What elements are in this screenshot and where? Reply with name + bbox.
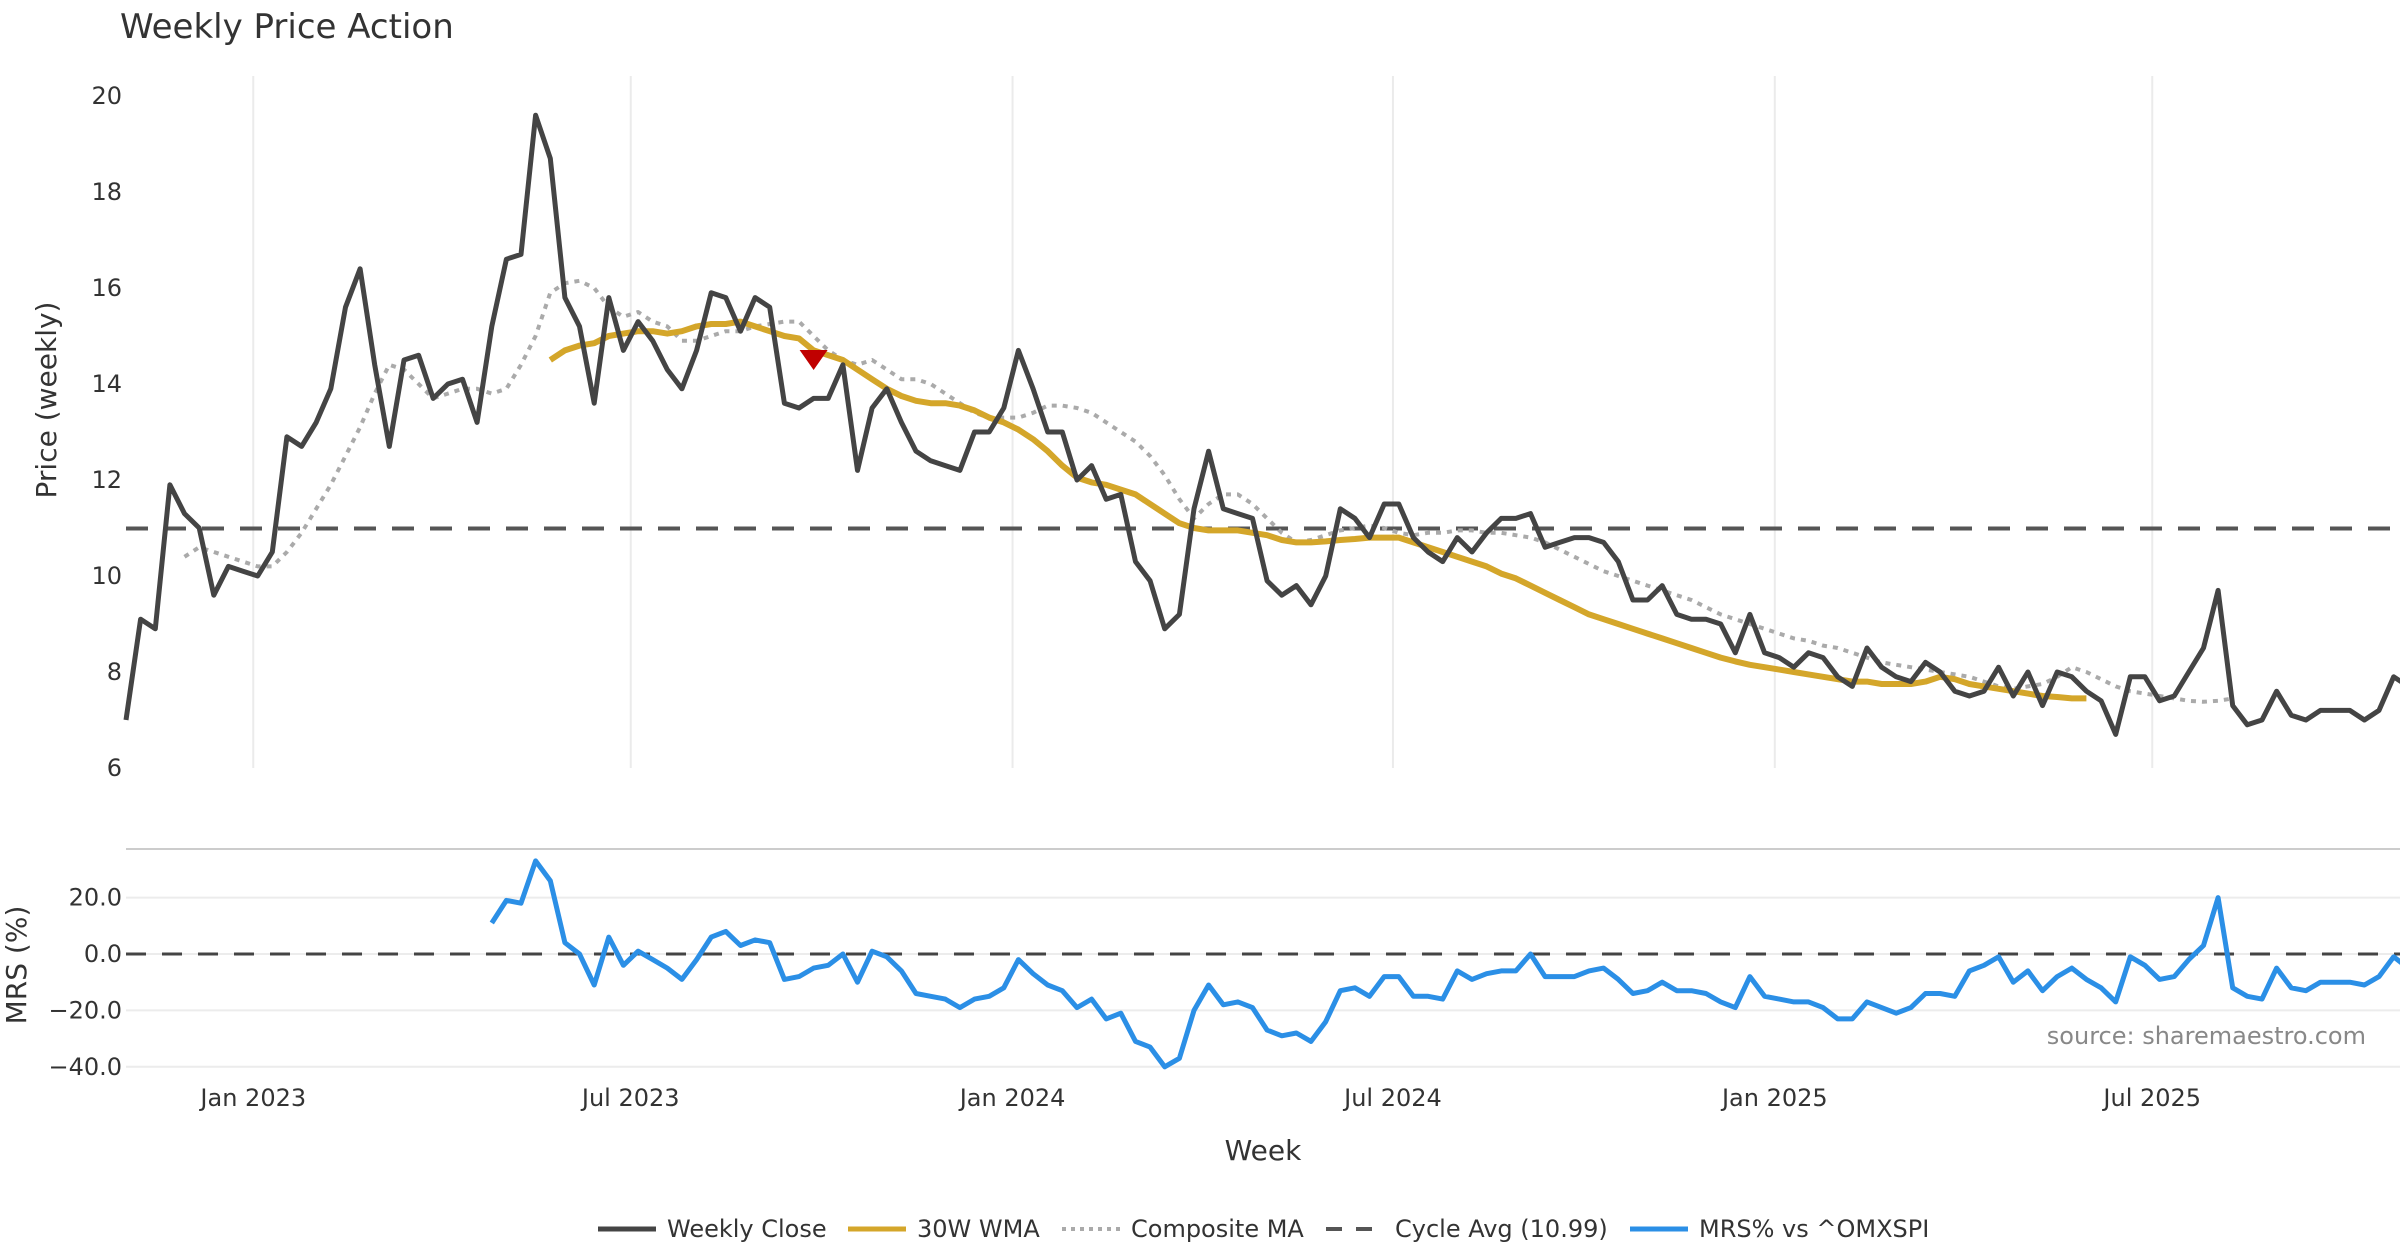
price-y-tick-label-16: 16	[91, 274, 122, 302]
legend-item-mrs[interactable]: MRS% vs ^OMXSPI	[1630, 1215, 1929, 1243]
legend-item-weekly-close[interactable]: Weekly Close	[598, 1215, 827, 1243]
price-y-tick-label-18: 18	[91, 178, 122, 206]
legend-item-30w-wma[interactable]: 30W WMA	[848, 1215, 1040, 1243]
price-y-tick-label-6: 6	[107, 754, 122, 782]
legend-label-weekly-close: Weekly Close	[667, 1215, 827, 1243]
legend: Weekly Close 30W WMA Composite MA Cycle …	[598, 1215, 1929, 1243]
legend-label-30w-wma: 30W WMA	[917, 1215, 1040, 1243]
mrs-y-tick-label--20: −20.0	[48, 996, 122, 1024]
series-line-weekly-close	[123, 112, 2400, 737]
x-tick-label-jul-2023: Jul 2023	[580, 1084, 680, 1112]
legend-label-composite-ma: Composite MA	[1131, 1215, 1304, 1243]
mrs-y-ticks: −40.0 −20.0 0.0 20.0	[48, 884, 122, 1081]
price-y-ticks: 6 8 10 12 14 16 18 20	[91, 82, 122, 782]
x-tick-label-jul-2024: Jul 2024	[1342, 1084, 1442, 1112]
price-series	[123, 112, 2400, 737]
mrs-y-tick-label--40: −40.0	[48, 1053, 122, 1081]
price-y-tick-label-10: 10	[91, 562, 122, 590]
mrs-series	[489, 858, 2400, 1070]
series-line-mrs	[489, 858, 2400, 1070]
legend-item-composite-ma[interactable]: Composite MA	[1062, 1215, 1304, 1243]
price-gridlines	[252, 76, 2154, 768]
legend-label-cycle-avg: Cycle Avg (10.99)	[1395, 1215, 1608, 1243]
mrs-y-tick-label-20: 20.0	[69, 884, 122, 912]
x-axis-label: Week	[1225, 1134, 1302, 1167]
x-tick-label-jul-2025: Jul 2025	[2101, 1084, 2201, 1112]
x-tick-label-jan-2024: Jan 2024	[958, 1084, 1066, 1112]
mrs-y-tick-label-0: 0.0	[84, 940, 122, 968]
price-y-tick-label-12: 12	[91, 466, 122, 494]
series-line-30w-wma	[548, 318, 2087, 702]
price-y-axis-label: Price (weekly)	[30, 302, 63, 499]
series-line-composite-ma	[183, 278, 2234, 704]
legend-item-cycle-avg[interactable]: Cycle Avg (10.99)	[1326, 1215, 1608, 1243]
price-y-tick-label-8: 8	[107, 658, 122, 686]
sell-signal-marker	[799, 350, 828, 370]
price-y-tick-label-20: 20	[91, 82, 122, 110]
chart-title: Weekly Price Action	[120, 7, 454, 47]
x-tick-label-jan-2023: Jan 2023	[198, 1084, 306, 1112]
mrs-gridlines	[126, 896, 2400, 1068]
price-y-tick-label-14: 14	[91, 370, 122, 398]
x-tick-label-jan-2025: Jan 2025	[1720, 1084, 1828, 1112]
source-note: source: sharemaestro.com	[2047, 1022, 2366, 1050]
legend-label-mrs: MRS% vs ^OMXSPI	[1699, 1215, 1929, 1243]
x-ticks: Jan 2023 Jul 2023 Jan 2024 Jul 2024 Jan 2025…	[198, 1084, 2201, 1112]
mrs-y-axis-label: MRS (%)	[0, 906, 33, 1025]
